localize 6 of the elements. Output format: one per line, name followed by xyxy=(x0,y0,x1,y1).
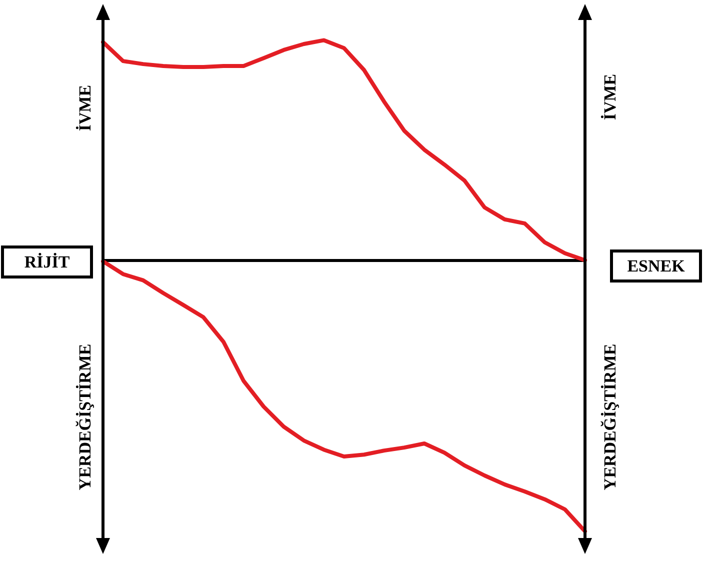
text: YERDEĞİŞTİRME xyxy=(600,344,620,490)
text: İVME xyxy=(600,74,620,120)
text: YERDEĞİŞTİRME xyxy=(76,344,94,490)
text: ESNEK xyxy=(627,256,686,276)
text: RİJİT xyxy=(24,252,70,272)
text: İVME xyxy=(76,84,94,132)
